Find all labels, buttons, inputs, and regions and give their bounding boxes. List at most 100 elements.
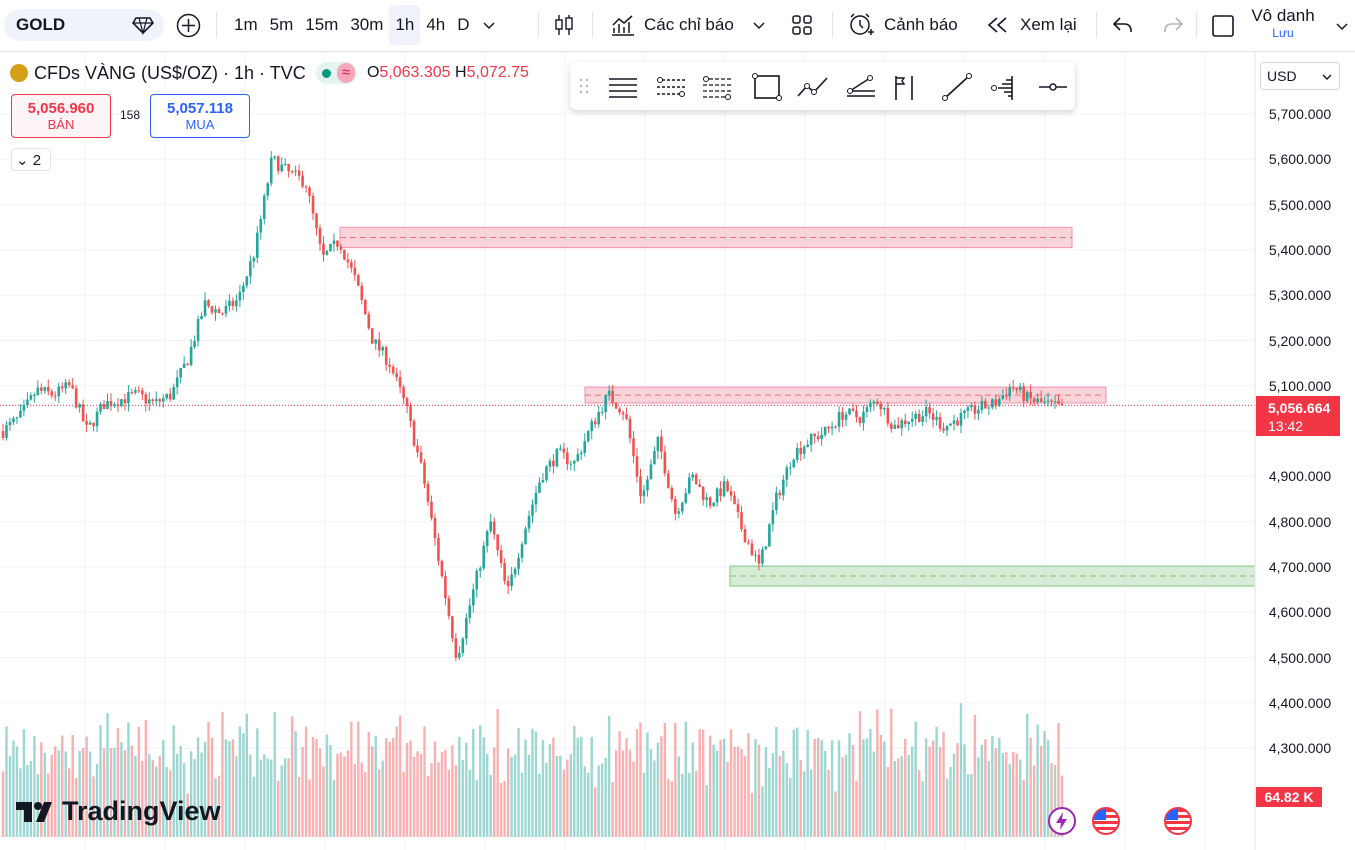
long-short-position-icon[interactable] [888,72,922,102]
volume-bar [845,755,847,837]
candle-body [169,394,172,400]
sell-button[interactable]: 5,056.960 BÁN [11,94,111,138]
candle-body [232,301,235,307]
volume-bar [573,726,575,837]
candle-body [468,605,471,618]
volume-bar [235,756,237,837]
candle-body [333,241,336,245]
candle-body [1001,395,1004,399]
volume-bar [388,742,390,837]
price-chart[interactable] [0,52,1355,850]
candle-body [406,398,409,406]
volume-bar [510,757,512,837]
candle-body [305,187,308,188]
volume-bar [883,742,885,837]
price-axis-label: 4,700.000 [1260,559,1340,575]
add-symbol-icon[interactable] [176,13,201,38]
candle-body [911,419,914,422]
chevron-down-icon[interactable] [1333,17,1351,35]
candle-body [939,417,942,429]
buy-price: 5,057.118 [151,95,249,117]
divider [1196,12,1197,38]
lightning-event-icon[interactable] [1048,807,1076,835]
candle-body [211,306,214,312]
undo-icon[interactable] [1112,15,1134,35]
volume-bar [775,727,777,837]
parallel-channel-icon[interactable] [654,72,688,102]
volume-bar [949,767,951,837]
timeframe-4h[interactable]: 4h [420,15,451,35]
candle-body [925,407,928,416]
diamond-icon[interactable] [132,15,154,35]
volume-bar [946,779,948,837]
candle-body [1036,399,1039,402]
volume-bar [336,754,338,837]
volume-bar [744,756,746,837]
tradingview-logo[interactable]: TradingView [14,796,221,827]
divider [216,12,217,38]
timeframe-1h[interactable]: 1h [389,5,420,45]
candle-body [608,391,611,395]
volume-bar [225,739,227,837]
volume-bar [371,746,373,837]
layouts-grid-icon[interactable] [791,14,813,36]
candlestick-type-icon[interactable] [552,13,576,37]
candle-body [284,164,287,165]
candle-body [298,170,301,175]
save-label: Lưu [1247,26,1319,40]
timeframe-1m[interactable]: 1m [228,15,264,35]
candle-body [367,314,370,328]
horizontal-ray-icon[interactable] [1036,72,1070,102]
currency-label: USD [1267,68,1297,84]
horizontal-lines-icon[interactable] [606,72,640,102]
candle-body [158,399,161,402]
chevron-down-icon[interactable] [480,16,498,34]
drag-handle-icon[interactable] [578,76,590,96]
candle-body [977,410,980,414]
candle-body [862,412,865,423]
layout-square-icon[interactable] [1211,14,1235,38]
alerts-button[interactable]: Cảnh báo [848,0,958,50]
indicators-button[interactable]: Các chỉ báo [610,0,768,50]
trend-line-icon[interactable] [940,72,974,102]
candle-body [772,510,775,524]
volume-bar [1009,764,1011,837]
candle-body [566,452,569,464]
symbol-search[interactable]: GOLD [4,9,164,41]
rectangle-tool-icon[interactable] [750,72,784,102]
candle-body [479,568,482,570]
trend-angle-icon[interactable] [844,72,878,102]
series-title[interactable]: CFDs VÀNG (US$/OZ) · 1h · TVC [34,63,306,84]
candle-body [810,434,813,445]
candle-body [357,275,360,286]
volume-bar [416,751,418,837]
volume-profile-icon[interactable] [988,72,1022,102]
volume-bar [493,747,495,837]
path-tool-icon[interactable] [796,72,830,102]
indicators-collapse-toggle[interactable]: ⌄ 2 [11,148,51,171]
candle-body [319,228,322,244]
timeframe-15m[interactable]: 15m [299,15,344,35]
market-status-pill[interactable]: ≈ [316,62,357,84]
replay-button[interactable]: Xem lại [986,0,1077,50]
volume-bar [657,743,659,837]
currency-select[interactable]: USD [1260,62,1340,90]
us-event-flag-icon[interactable] [1092,807,1120,835]
volume-bar [611,782,613,837]
redo-icon[interactable] [1162,15,1184,35]
candle-body [291,171,294,172]
volume-bar [1005,752,1007,837]
volume-bar [409,741,411,837]
timeframe-5m[interactable]: 5m [264,15,300,35]
us-event-flag-icon[interactable] [1164,807,1192,835]
volume-bar [1026,714,1028,837]
candle-body [503,563,506,581]
timeframe-30m[interactable]: 30m [344,15,389,35]
fib-retracement-icon[interactable] [700,72,734,102]
candle-body [576,454,579,461]
buy-button[interactable]: 5,057.118 MUA [150,94,250,138]
volume-bar [221,712,223,837]
candle-body [726,481,729,491]
account-button[interactable]: Vô danh Lưu [1247,6,1319,40]
timeframe-d[interactable]: D [451,15,475,35]
